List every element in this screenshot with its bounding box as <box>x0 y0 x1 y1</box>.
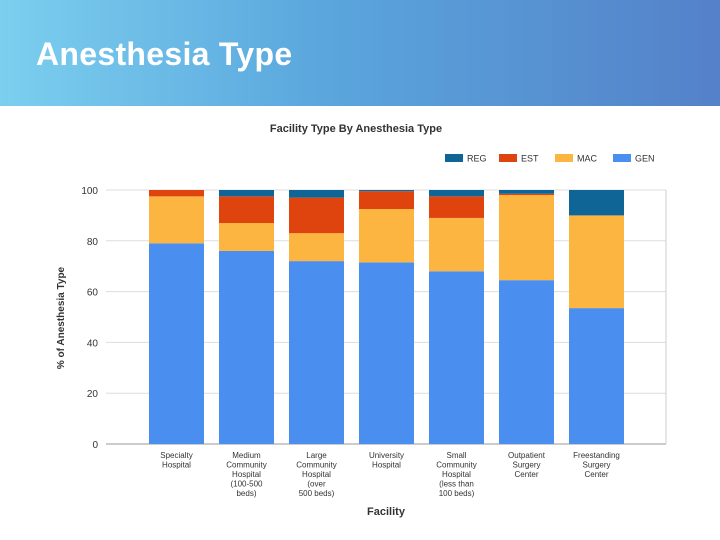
legend-label-reg: REG <box>467 154 487 164</box>
y-tick-label: 100 <box>81 186 98 197</box>
legend-label-est: EST <box>521 154 539 164</box>
x-tick-label-line: Hospital <box>162 461 191 470</box>
slide-title: Anesthesia Type <box>36 36 293 72</box>
legend-swatch-est <box>499 154 517 162</box>
bar-est-3 <box>359 191 414 210</box>
title-banner: Anesthesia Type <box>0 0 720 106</box>
bar-gen-5 <box>499 280 554 444</box>
x-tick-label-line: Community <box>226 461 266 470</box>
bar-mac-6 <box>569 215 624 309</box>
x-tick-label: Specialty Hospital <box>160 451 192 470</box>
bars <box>149 190 624 444</box>
x-tick-label: Medium Community Hospital (100-500 beds) <box>226 451 266 498</box>
x-tick-label-line: Hospital <box>372 461 401 470</box>
x-tick-label-line: Center <box>514 470 538 479</box>
bar-reg-5 <box>499 190 554 194</box>
x-tick-label-line: Small <box>446 451 466 460</box>
x-tick-label-line: Hospital <box>232 470 261 479</box>
bar-gen-4 <box>429 271 484 444</box>
bar-est-4 <box>429 196 484 218</box>
legend-swatch-gen <box>613 154 631 162</box>
bar-est-5 <box>499 193 554 196</box>
x-tick-label: Small Community Hospital (less than 100 beds… <box>436 451 476 498</box>
y-tick-label: 80 <box>87 237 99 248</box>
bar-est-2 <box>289 197 344 234</box>
x-tick-label-line: 100 beds) <box>439 489 475 498</box>
bar-mac-0 <box>149 196 204 244</box>
x-tick-label: Large Community Hospital (over 500 beds) <box>296 451 336 498</box>
bar-gen-3 <box>359 262 414 444</box>
bar-mac-5 <box>499 195 554 281</box>
x-tick-label-line: Freestanding <box>573 451 620 460</box>
y-axis-label: % of Anesthesia Type <box>56 266 67 369</box>
x-tick-label-line: Community <box>296 461 336 470</box>
bar-reg-4 <box>429 190 484 197</box>
x-tick-label-line: Surgery <box>512 461 540 470</box>
bar-reg-6 <box>569 190 624 216</box>
bar-est-1 <box>219 196 274 224</box>
bar-reg-1 <box>219 190 274 197</box>
x-tick-label-line: Medium <box>232 451 261 460</box>
x-axis-label: Facility <box>367 506 406 518</box>
y-tick-label: 40 <box>87 338 99 349</box>
bar-reg-2 <box>289 190 344 198</box>
bar-mac-3 <box>359 209 414 263</box>
chart-title: Facility Type By Anesthesia Type <box>270 123 442 135</box>
legend-swatch-reg <box>445 154 463 162</box>
y-tick-label: 0 <box>92 440 98 451</box>
bar-mac-2 <box>289 233 344 262</box>
x-tick-label: Outpatient Surgery Center <box>508 451 546 479</box>
y-tick-label: 60 <box>87 288 99 299</box>
y-tick-label: 20 <box>87 389 99 400</box>
x-tick-label: University Hospital <box>369 451 404 470</box>
x-tick-label-line: Hospital <box>442 470 471 479</box>
bar-mac-1 <box>219 223 274 251</box>
x-tick-label-line: University <box>369 451 404 460</box>
bar-reg-3 <box>359 190 414 192</box>
legend-label-mac: MAC <box>577 154 598 164</box>
x-tick-label-line: Community <box>436 461 476 470</box>
bar-gen-6 <box>569 308 624 444</box>
bar-mac-4 <box>429 217 484 272</box>
legend: REG EST MAC GEN <box>445 154 655 164</box>
x-tick-label-line: (over <box>307 480 326 489</box>
x-tick-label-line: Specialty <box>160 451 192 460</box>
bar-gen-1 <box>219 250 274 444</box>
legend-swatch-mac <box>555 154 573 162</box>
x-tick-label-line: Center <box>584 470 608 479</box>
x-tick-label-line: Hospital <box>302 470 331 479</box>
x-tick-label-line: (100-500 <box>230 480 263 489</box>
x-tick-label-line: (less than <box>439 480 474 489</box>
legend-label-gen: GEN <box>635 154 655 164</box>
bar-est-0 <box>149 190 204 197</box>
x-tick-label-line: 500 beds) <box>299 489 335 498</box>
x-tick-label: Freestanding Surgery Center <box>573 451 620 479</box>
x-tick-label-line: Outpatient <box>508 451 546 460</box>
x-tick-label-line: Large <box>306 451 327 460</box>
bar-gen-0 <box>149 243 204 444</box>
x-tick-label-line: Surgery <box>582 461 610 470</box>
x-tick-label-line: beds) <box>236 489 256 498</box>
bar-gen-2 <box>289 261 344 444</box>
